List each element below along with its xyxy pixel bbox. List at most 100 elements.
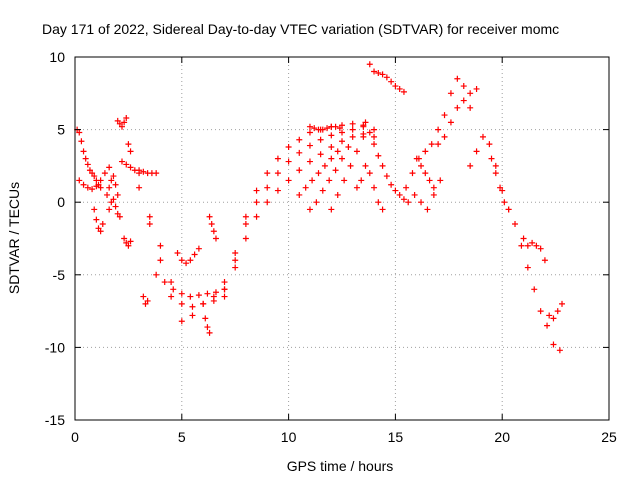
y-tick-label: 0 [57, 194, 65, 210]
data-point [328, 155, 335, 162]
data-point [306, 129, 313, 136]
data-point [418, 199, 425, 206]
data-point [118, 158, 125, 165]
data-point [411, 191, 418, 198]
data-point [104, 191, 111, 198]
data-point [529, 239, 536, 246]
data-point [187, 293, 194, 300]
data-point [242, 213, 249, 220]
data-point [339, 129, 345, 136]
data-point [371, 141, 378, 148]
data-point [413, 155, 420, 162]
data-point [153, 170, 160, 177]
series-t6 [114, 114, 130, 130]
data-point [84, 184, 91, 191]
data-point [274, 170, 281, 177]
data-point [123, 161, 130, 168]
series-t27 [435, 85, 480, 148]
data-point [512, 220, 519, 227]
data-point [136, 184, 143, 191]
series-t8 [121, 235, 134, 249]
data-point [430, 184, 437, 191]
data-point [264, 170, 271, 177]
series-t18 [296, 148, 341, 198]
data-point [285, 177, 292, 184]
x-tick-label: 15 [388, 429, 404, 445]
x-axis-label: GPS time / hours [287, 458, 394, 474]
data-point [317, 136, 324, 143]
data-point [437, 177, 444, 184]
data-point [544, 322, 551, 329]
data-point [533, 242, 540, 249]
data-point [345, 144, 352, 151]
data-point [505, 206, 512, 213]
data-point [296, 149, 303, 156]
series-t16 [221, 120, 378, 293]
data-point [264, 184, 271, 191]
x-tick-label: 20 [494, 429, 510, 445]
data-point [232, 257, 239, 264]
series-t29 [488, 155, 512, 213]
y-tick-label: -10 [45, 339, 65, 355]
data-point [349, 120, 356, 127]
series-t25 [405, 177, 444, 213]
data-point [195, 245, 202, 252]
data-point [366, 129, 373, 136]
data-point [210, 228, 217, 235]
data-point [486, 141, 493, 148]
data-point [426, 177, 433, 184]
data-point [97, 184, 104, 191]
data-point [347, 162, 354, 169]
series-t3 [91, 206, 106, 235]
data-point [366, 61, 373, 68]
data-point [110, 196, 117, 203]
data-point [157, 242, 164, 249]
data-point [400, 88, 407, 95]
data-point [306, 123, 313, 130]
series-t7 [118, 158, 160, 177]
data-point [253, 187, 260, 194]
data-point [116, 213, 123, 220]
data-point [317, 151, 324, 158]
data-point [178, 300, 185, 307]
data-point [447, 119, 454, 126]
data-point [178, 318, 185, 325]
data-point [375, 69, 382, 76]
data-point [550, 341, 557, 348]
data-point [187, 257, 194, 264]
data-point [306, 206, 313, 213]
data-point [375, 152, 382, 159]
data-point [80, 181, 87, 188]
data-point [112, 203, 119, 210]
series-t30 [520, 235, 566, 322]
data-point [341, 177, 348, 184]
x-tick-label: 25 [601, 429, 617, 445]
data-point [541, 257, 548, 264]
data-point [418, 162, 425, 169]
data-point [546, 312, 553, 319]
data-point [375, 199, 382, 206]
data-point [232, 264, 239, 271]
data-point [518, 242, 525, 249]
data-point [296, 191, 303, 198]
data-point [157, 257, 164, 264]
data-point [454, 75, 461, 82]
data-point [447, 90, 454, 97]
data-point [97, 177, 104, 184]
data-point [554, 308, 561, 315]
data-point [253, 213, 260, 220]
data-point [339, 155, 345, 162]
data-point [93, 216, 100, 223]
data-point [326, 177, 333, 184]
data-point [388, 78, 395, 85]
grid-layer [75, 57, 609, 420]
data-point [212, 289, 219, 296]
data-point [170, 286, 177, 293]
data-point [93, 183, 100, 190]
data-point [204, 290, 211, 297]
data-point [125, 242, 132, 249]
data-point [550, 315, 557, 322]
data-point [559, 300, 566, 307]
data-point [285, 144, 292, 151]
data-point [127, 148, 134, 155]
